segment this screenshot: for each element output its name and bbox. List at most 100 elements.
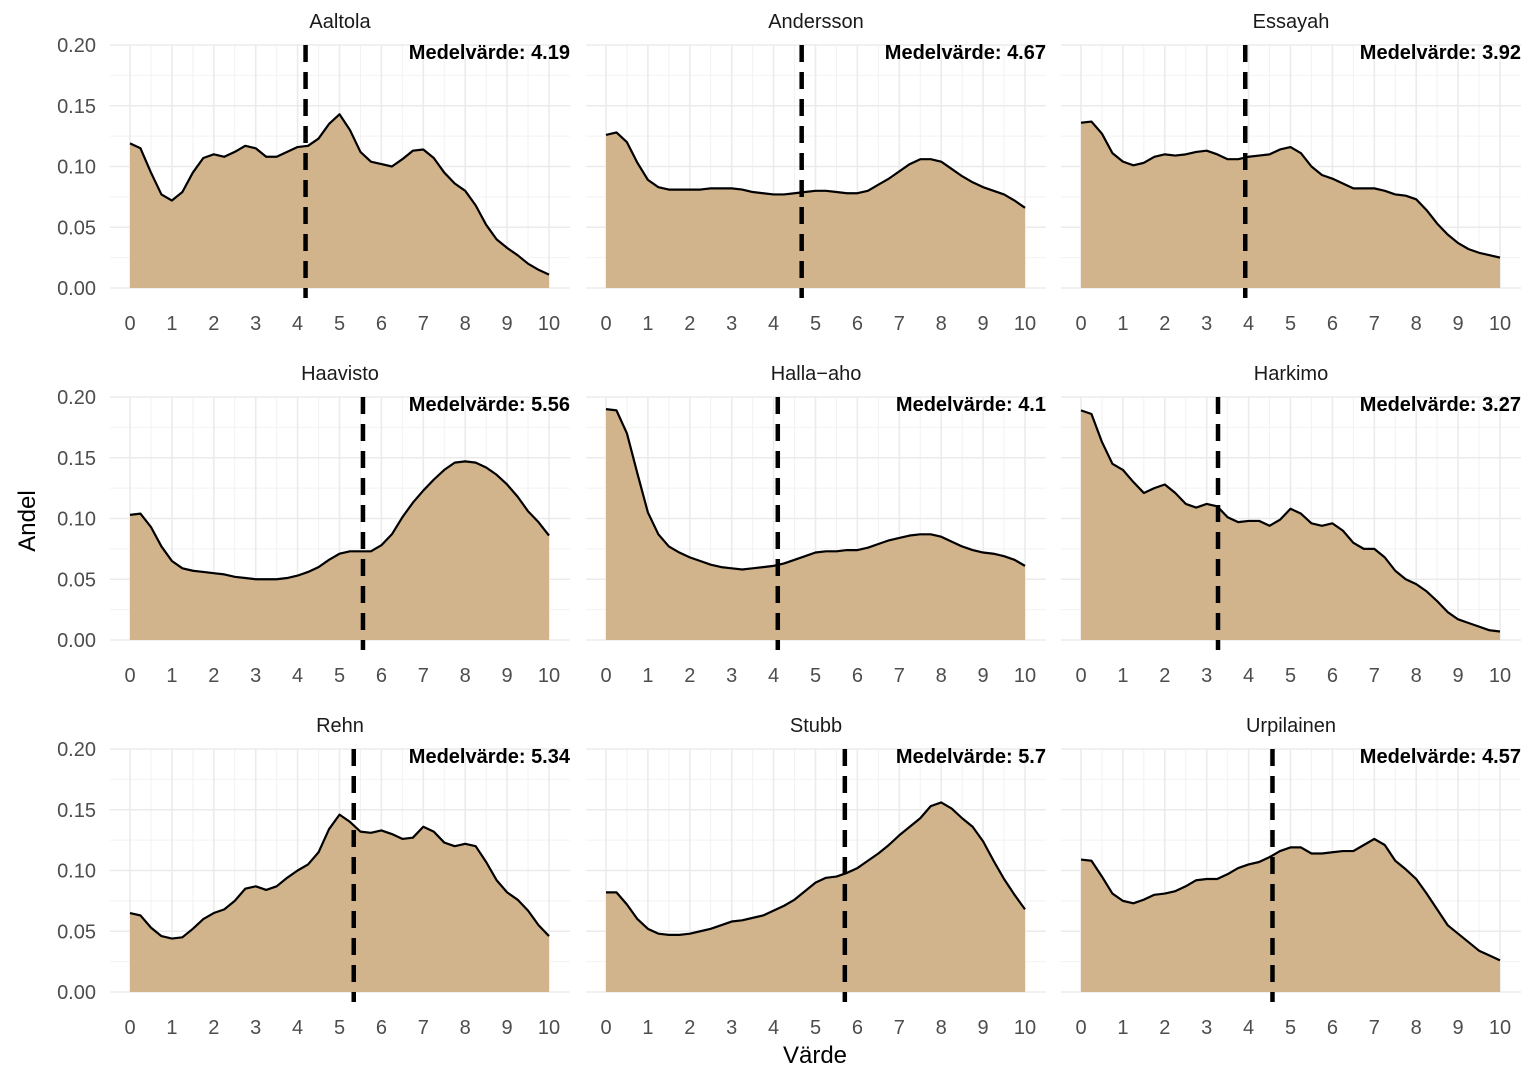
x-tick-label: 6 xyxy=(376,313,387,335)
y-tick-label: 0.00 xyxy=(57,982,96,1004)
panel-2: Medelvärde: 3.92 Essayah 0 1 2 3 4 5 6 7 8 9 10 xyxy=(1061,11,1521,335)
x-tick-label: 2 xyxy=(684,1017,695,1039)
mean-label: Medelvärde: 4.1 xyxy=(896,394,1046,416)
x-tick-label: 10 xyxy=(1489,313,1511,335)
x-tick-label: 3 xyxy=(1201,1017,1212,1039)
x-tick-label: 8 xyxy=(460,665,471,687)
x-tick-label: 8 xyxy=(460,313,471,335)
mean-label: Medelvärde: 4.57 xyxy=(1360,746,1521,768)
x-tick-label: 8 xyxy=(1411,313,1422,335)
y-tick-label: 0.20 xyxy=(57,387,96,409)
mean-label: Medelvärde: 3.92 xyxy=(1360,42,1521,64)
x-tick-label: 9 xyxy=(1453,1017,1464,1039)
x-tick-label: 6 xyxy=(852,665,863,687)
x-tick-label: 9 xyxy=(978,665,989,687)
x-tick-label: 6 xyxy=(852,1017,863,1039)
x-tick-label: 3 xyxy=(1201,313,1212,335)
y-tick-label: 0.10 xyxy=(57,157,96,179)
x-tick-label: 2 xyxy=(684,665,695,687)
x-tick-label: 9 xyxy=(1453,313,1464,335)
y-tick-label: 0.00 xyxy=(57,278,96,300)
x-tick-label: 2 xyxy=(208,313,219,335)
x-tick-label: 5 xyxy=(334,313,345,335)
density-line xyxy=(605,408,1026,571)
x-tick-label: 7 xyxy=(1369,665,1380,687)
x-tick-label: 9 xyxy=(502,1017,513,1039)
x-tick-label: 3 xyxy=(726,313,737,335)
x-tick-label: 1 xyxy=(642,1017,653,1039)
x-tick-label: 1 xyxy=(642,313,653,335)
density-line xyxy=(129,113,550,276)
y-tick-label: 0.10 xyxy=(57,861,96,883)
x-tick-label: 10 xyxy=(538,1017,560,1039)
x-tick-label: 4 xyxy=(1243,665,1254,687)
x-tick-label: 4 xyxy=(1243,313,1254,335)
mean-label: Medelvärde: 4.67 xyxy=(885,42,1046,64)
x-tick-label: 10 xyxy=(1014,1017,1036,1039)
facet-title: Aaltola xyxy=(309,11,371,33)
x-tick-label: 8 xyxy=(936,665,947,687)
x-tick-label: 3 xyxy=(726,1017,737,1039)
density-area xyxy=(1081,121,1500,288)
x-tick-label: 10 xyxy=(1489,1017,1511,1039)
x-tick-label: 2 xyxy=(684,313,695,335)
x-tick-label: 8 xyxy=(936,313,947,335)
x-tick-label: 10 xyxy=(1014,665,1036,687)
y-tick-label: 0.20 xyxy=(57,739,96,761)
x-tick-label: 0 xyxy=(600,1017,611,1039)
x-tick-label: 3 xyxy=(726,665,737,687)
x-tick-label: 10 xyxy=(1014,313,1036,335)
x-tick-label: 9 xyxy=(1453,665,1464,687)
x-tick-label: 0 xyxy=(124,1017,135,1039)
x-tick-label: 7 xyxy=(894,313,905,335)
density-line xyxy=(1080,837,1501,962)
x-tick-label: 4 xyxy=(292,1017,303,1039)
x-tick-label: 10 xyxy=(538,313,560,335)
panel-5: Medelvärde: 3.27 Harkimo 0 1 2 3 4 5 6 7 8 9 10 xyxy=(1061,363,1521,687)
x-tick-label: 0 xyxy=(1075,665,1086,687)
y-tick-label: 0.20 xyxy=(57,35,96,57)
x-tick-label: 9 xyxy=(978,1017,989,1039)
mean-label: Medelvärde: 4.19 xyxy=(409,42,570,64)
x-tick-label: 6 xyxy=(1327,313,1338,335)
x-tick-label: 6 xyxy=(852,313,863,335)
density-area xyxy=(606,132,1025,288)
panel-3: Medelvärde: 5.56 Haavisto 0 1 2 3 4 5 6 7 8 9 10 0.00… xyxy=(57,363,570,687)
y-tick-label: 0.05 xyxy=(57,569,96,591)
x-tick-label: 4 xyxy=(768,665,779,687)
y-tick-label: 0.15 xyxy=(57,448,96,470)
facet-title: Andersson xyxy=(768,11,864,33)
x-tick-label: 2 xyxy=(1159,1017,1170,1039)
x-tick-label: 5 xyxy=(334,665,345,687)
x-tick-label: 1 xyxy=(166,1017,177,1039)
y-tick-label: 0.15 xyxy=(57,96,96,118)
x-tick-label: 2 xyxy=(208,665,219,687)
panel-1: Medelvärde: 4.67 Andersson 0 1 2 3 4 5 6 7 8 9 10 xyxy=(586,11,1046,335)
x-tick-label: 5 xyxy=(1285,665,1296,687)
x-tick-label: 5 xyxy=(1285,1017,1296,1039)
x-tick-label: 6 xyxy=(1327,665,1338,687)
facet-title: Essayah xyxy=(1253,11,1330,33)
density-line xyxy=(129,460,550,581)
x-tick-label: 6 xyxy=(376,665,387,687)
x-tick-label: 10 xyxy=(1489,665,1511,687)
x-tick-label: 4 xyxy=(292,313,303,335)
y-tick-label: 0.10 xyxy=(57,509,96,531)
x-tick-label: 8 xyxy=(1411,1017,1422,1039)
facet-title: Harkimo xyxy=(1254,363,1328,385)
x-tick-label: 4 xyxy=(768,1017,779,1039)
x-tick-label: 1 xyxy=(166,665,177,687)
panel-7: Medelvärde: 5.7 Stubb 0 1 2 3 4 5 6 7 8 9 10 xyxy=(586,715,1046,1039)
density-line xyxy=(1080,409,1501,633)
density-line xyxy=(129,813,550,940)
x-tick-label: 2 xyxy=(1159,313,1170,335)
facet-title: Rehn xyxy=(316,715,364,737)
density-area xyxy=(1081,838,1500,992)
density-line xyxy=(1080,120,1501,259)
y-tick-label: 0.15 xyxy=(57,800,96,822)
x-tick-label: 5 xyxy=(334,1017,345,1039)
panel-4: Medelvärde: 4.1 Halla−aho 0 1 2 3 4 5 6 7 8 9 10 xyxy=(586,363,1046,687)
y-tick-label: 0.05 xyxy=(57,921,96,943)
x-tick-label: 4 xyxy=(1243,1017,1254,1039)
